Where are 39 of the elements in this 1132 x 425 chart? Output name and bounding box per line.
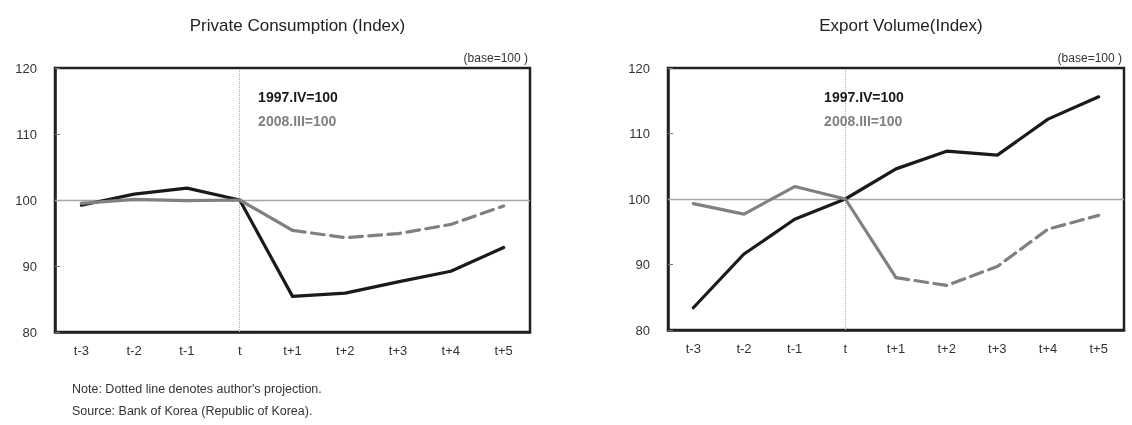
text: Note: Dotted line denotes author's projection. [72,381,322,396]
y-tick-label: 100 [15,192,37,208]
y-tick-label: 120 [628,60,650,76]
x-tick-label: t+1 [283,343,302,358]
x-tick-label: t+1 [886,341,906,356]
x-tick-label: t+4 [1038,341,1058,356]
y-tick-label: 80 [22,324,37,340]
text: (base=100 ) [463,51,529,65]
y-tick-label: 100 [628,191,650,207]
text: 1997.IV=100 [258,89,339,105]
text: 1997.IV=100 [824,89,905,105]
x-tick-label: t [843,341,848,356]
text: 2008.III=100 [258,113,337,129]
x-tick-label: t-1 [787,341,803,356]
source-note: Source: Bank of Korea (Republic of Korea). [72,403,313,418]
x-tick-label: t+2 [937,341,956,356]
x-tick-label: t+5 [494,343,513,358]
y-tick-label: 90 [22,258,37,274]
text: (base=100 ) [1057,51,1123,65]
y-tick-label: 90 [635,257,650,272]
x-tick-label: t-2 [736,341,752,356]
x-tick-label: t-3 [685,341,701,356]
chart-title: Export Volume(Index) [819,16,983,35]
x-tick-label: t+2 [336,343,355,358]
y-tick-label: 80 [635,322,650,338]
x-tick-label: t-1 [179,343,195,358]
chart-title: Private Consumption (Index) [189,16,406,35]
y-tick-label: 110 [16,126,37,142]
y-tick-label: 110 [629,126,650,141]
y-tick-label: 120 [15,60,37,76]
x-tick-label: t-2 [126,343,142,358]
line-series [79,186,506,298]
x-tick-label: t+3 [988,341,1007,356]
x-tick-label: t-3 [73,343,89,358]
x-tick-label: t+3 [388,343,408,358]
x-tick-label: t [237,343,242,358]
x-tick-label: t+5 [1089,341,1108,356]
x-tick-label: t+4 [441,343,461,358]
text: 2008.III=100 [824,113,903,129]
